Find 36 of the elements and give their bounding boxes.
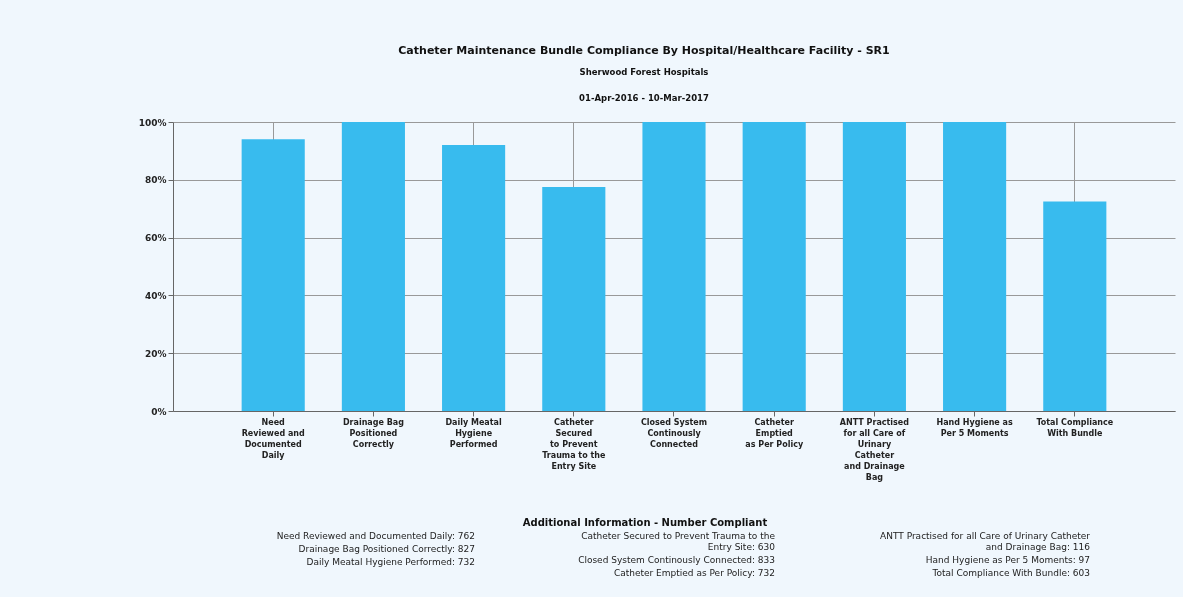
bar bbox=[241, 139, 305, 411]
bar bbox=[1043, 201, 1107, 411]
x-tick-label: Drainage Bag Positioned Correctly bbox=[342, 417, 405, 449]
text: Catheter Emptied as Per Policy: 732 bbox=[613, 568, 775, 578]
text: Catheter Secured to Prevent Trauma to the Entry Site: 630 bbox=[581, 531, 776, 552]
bar bbox=[943, 122, 1007, 411]
text: Need Reviewed and Documented Daily: 762 bbox=[276, 531, 475, 541]
y-tick-label: 0% bbox=[151, 406, 167, 417]
y-tick-label: 40% bbox=[144, 290, 167, 301]
y-tick-label: 20% bbox=[144, 348, 167, 359]
bar bbox=[642, 122, 706, 411]
y-tick-label: 60% bbox=[144, 233, 167, 244]
x-tick-label: Total Compliance With Bundle bbox=[1036, 417, 1114, 438]
y-tick-label: 80% bbox=[144, 175, 167, 186]
bar bbox=[442, 145, 506, 411]
x-tick-label: ANTT Practised for all Care of Urinary Catheter and Drainage Bag bbox=[839, 417, 910, 482]
x-tick-label: Daily Meatal Hygiene Performed bbox=[445, 417, 502, 449]
x-tick-label: Hand Hygiene as Per 5 Moments bbox=[936, 417, 1013, 438]
text: Closed System Continously Connected: 833 bbox=[578, 555, 775, 565]
chart-title: Catheter Maintenance Bundle Compliance By Hospital/Healthcare Facility - SR1 bbox=[398, 43, 890, 57]
x-tick-label: Catheter Emptied as Per Policy bbox=[745, 417, 804, 449]
text: Additional Information - Number Compliant bbox=[522, 517, 768, 528]
text: Sherwood Forest Hospitals 01-Apr-2016 - 10-Mar-2017 bbox=[579, 66, 709, 103]
x-tick-label: Catheter Secured to Prevent Trauma to the Entry Site bbox=[542, 417, 606, 471]
text: Total Compliance With Bundle: 603 bbox=[931, 568, 1090, 578]
y-tick-label: 100% bbox=[138, 117, 167, 128]
bar bbox=[542, 187, 606, 411]
bar bbox=[842, 122, 906, 411]
text: Daily Meatal Hygiene Performed: 732 bbox=[306, 557, 475, 567]
x-tick-label: Need Reviewed and Documented Daily bbox=[241, 417, 306, 460]
text: Drainage Bag Positioned Correctly: 827 bbox=[298, 544, 475, 554]
bar bbox=[742, 122, 806, 411]
text: Hand Hygiene as Per 5 Moments: 97 bbox=[925, 555, 1090, 565]
x-tick-label: Closed System Continously Connected bbox=[640, 417, 708, 449]
bar bbox=[341, 122, 405, 411]
text: ANTT Practised for all Care of Urinary Catheter and Drainage Bag: 116 bbox=[880, 531, 1091, 552]
